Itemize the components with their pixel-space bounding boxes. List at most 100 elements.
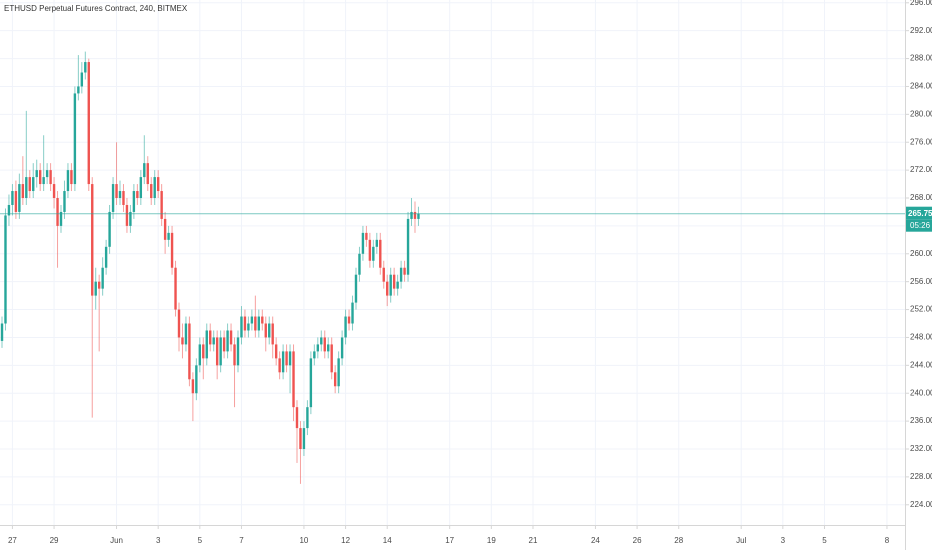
candle-body (340, 337, 344, 359)
y-tick-label: 232.00 (910, 444, 932, 453)
candle-body (264, 323, 267, 338)
candle-body (268, 323, 271, 338)
candle-body (320, 337, 323, 345)
x-tick-label: 3 (156, 536, 161, 545)
y-tick-label: 280.00 (910, 109, 932, 118)
candle-body (11, 191, 14, 205)
candle-body (229, 330, 233, 345)
candle-body (281, 351, 285, 373)
y-tick-label: 284.00 (910, 82, 932, 91)
y-tick-label: 252.00 (910, 305, 932, 314)
candle-body (379, 239, 382, 268)
candle-body (7, 204, 11, 216)
candle-body (177, 309, 181, 338)
candle-body (361, 232, 365, 254)
x-tick-label: 14 (383, 536, 392, 545)
candle-body (150, 184, 153, 199)
candle-body (38, 170, 42, 185)
y-tick-label: 260.00 (910, 249, 932, 258)
candle-body (163, 218, 167, 240)
chart-title: ETHUSD Perpetual Futures Contract, 240, … (4, 4, 188, 13)
candle-body (0, 323, 4, 341)
candle-body (396, 281, 399, 289)
candle-body (146, 163, 149, 185)
candle-body (139, 177, 143, 199)
candle-body (132, 191, 136, 212)
candle-body (274, 344, 278, 359)
countdown-box (906, 219, 932, 232)
candle-body (271, 323, 274, 345)
candle-body (87, 62, 90, 185)
candle-body (21, 184, 25, 199)
candle-body (392, 274, 396, 289)
candle-body (354, 274, 358, 303)
candles (0, 51, 905, 484)
candle-body (70, 170, 73, 185)
candle-body (80, 72, 84, 87)
candle-body (292, 351, 295, 408)
last-price-label: 265.75 (908, 209, 932, 218)
candle-body (94, 281, 97, 296)
candle-body (191, 379, 195, 394)
y-tick-label: 228.00 (910, 472, 932, 481)
candle-body (327, 344, 330, 352)
candle-body (167, 232, 170, 240)
y-tick-label: 244.00 (910, 360, 932, 369)
candle-body (285, 351, 288, 366)
x-tick-label: 8 (885, 536, 890, 545)
candle-body (399, 267, 403, 282)
y-tick-label: 272.00 (910, 165, 932, 174)
x-tick-label: Jul (736, 536, 746, 545)
x-tick-label: 3 (781, 536, 786, 545)
candle-body (347, 316, 351, 324)
last-price-box (906, 206, 932, 220)
candle-body (306, 407, 309, 429)
y-tick-label: 240.00 (910, 388, 932, 397)
candle-body (316, 344, 320, 352)
candle-body (63, 191, 66, 212)
candle-body (389, 274, 392, 296)
candle-body (261, 316, 264, 324)
candle-body (35, 170, 38, 178)
y-tick-label: 236.00 (910, 416, 932, 425)
candle-body (125, 204, 129, 226)
x-tick-label: 5 (822, 536, 827, 545)
candle-body (209, 330, 212, 345)
candle-body (288, 351, 292, 366)
candle-body (302, 428, 306, 450)
candle-body (181, 337, 184, 345)
candle-body (358, 253, 361, 275)
y-tick-label: 288.00 (910, 54, 932, 63)
x-tick-label: Jun (110, 536, 123, 545)
candle-body (14, 191, 18, 212)
candle-body (160, 191, 163, 219)
y-tick-label: 276.00 (910, 137, 932, 146)
candle-body (115, 184, 118, 199)
x-tick-label: 24 (591, 536, 600, 545)
candle-body (108, 211, 111, 247)
candle-body (111, 184, 115, 212)
y-tick-label: 296.00 (910, 0, 932, 7)
x-tick-label: 10 (299, 536, 308, 545)
candle-body (313, 351, 316, 359)
candle-body (337, 358, 340, 387)
x-tick-label: 29 (50, 536, 59, 545)
y-tick-label: 224.00 (910, 500, 932, 509)
candle-body (143, 163, 146, 178)
candle-body (101, 267, 104, 289)
candle-body (205, 330, 208, 359)
candle-body (118, 191, 122, 199)
y-tick-label: 268.00 (910, 193, 932, 202)
x-tick-label: 27 (8, 536, 17, 545)
candle-body (212, 337, 215, 345)
candle-body (236, 337, 240, 366)
candle-body (375, 239, 379, 247)
candle-body (73, 93, 77, 185)
candle-body (309, 358, 313, 408)
candle-body (202, 344, 205, 359)
candle-body (18, 184, 21, 212)
x-tick-label: 26 (633, 536, 642, 545)
candle-body (77, 86, 80, 94)
